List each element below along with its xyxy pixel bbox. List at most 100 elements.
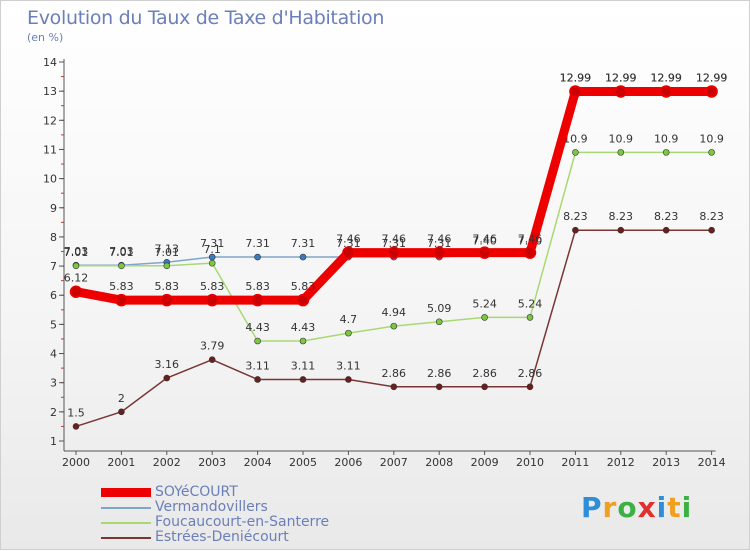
data-label: 7.03 (64, 245, 89, 258)
data-label: 5.24 (518, 297, 543, 310)
y-tick-label: 8 (50, 231, 57, 244)
logo-letter: i (656, 491, 668, 524)
data-label: 6.12 (64, 272, 89, 285)
x-tick-label: 2007 (380, 456, 408, 469)
data-point (72, 423, 80, 430)
data-label: 7.01 (64, 246, 89, 259)
data-label: 3.11 (291, 359, 316, 372)
data-point (526, 383, 534, 391)
data-label: 8.23 (699, 210, 724, 223)
data-point (163, 374, 171, 382)
data-label: 12.99 (605, 71, 637, 84)
data-label: 8.23 (609, 210, 634, 223)
data-point (617, 149, 625, 156)
data-label: 10.9 (699, 132, 724, 145)
data-label: 12.99 (560, 71, 592, 84)
data-point (345, 376, 352, 383)
y-tick-label: 1 (50, 435, 57, 448)
data-label: 4.43 (245, 321, 270, 334)
data-label: 7.01 (155, 246, 180, 259)
chart-title: Evolution du Taux de Taxe d'Habitation (27, 7, 385, 29)
data-point (254, 376, 261, 383)
x-tick-label: 2008 (425, 456, 453, 469)
data-label: 10.9 (654, 132, 679, 145)
x-tick-label: 2002 (153, 456, 181, 469)
data-point (163, 262, 171, 270)
data-label: 8.23 (563, 210, 588, 223)
data-point (208, 259, 216, 267)
data-label: 2 (118, 392, 125, 405)
legend-swatch (101, 506, 151, 509)
data-label: 12.99 (696, 71, 728, 84)
data-point (572, 226, 579, 234)
data-point (299, 337, 307, 345)
data-point (160, 293, 174, 307)
y-tick-label: 4 (50, 348, 57, 361)
data-point (115, 293, 128, 307)
data-label: 3.16 (155, 358, 180, 371)
data-point (72, 262, 80, 270)
data-label: 12.99 (696, 71, 728, 84)
data-label: 7.31 (200, 237, 225, 250)
data-label: 4.94 (382, 306, 407, 319)
logo-letter: x (637, 491, 657, 524)
data-point (435, 318, 443, 326)
data-point (523, 246, 537, 259)
y-tick-label: 13 (43, 85, 57, 98)
x-tick-label: 2000 (62, 456, 90, 469)
data-label: 7.46 (472, 233, 497, 246)
data-point (390, 383, 398, 391)
x-tick-label: 2012 (607, 456, 635, 469)
data-point (296, 293, 310, 307)
data-label: 2.86 (427, 367, 452, 380)
data-point (662, 149, 670, 156)
data-label: 12.99 (650, 71, 682, 84)
data-point (662, 226, 670, 234)
data-point (345, 329, 352, 337)
data-point (481, 383, 488, 391)
data-label: 7.1 (203, 243, 221, 256)
data-label: 2.86 (472, 367, 497, 380)
data-label: 7.46 (518, 233, 543, 246)
data-label: 7.46 (427, 233, 452, 246)
legend-swatch (101, 488, 151, 497)
data-point (481, 314, 488, 321)
data-label: 7.31 (427, 237, 452, 250)
x-tick-label: 2013 (652, 456, 680, 469)
data-label: 7.31 (291, 237, 316, 250)
data-label: 7.31 (245, 237, 270, 250)
data-label: 7.46 (336, 233, 361, 246)
x-tick-label: 2010 (516, 456, 544, 469)
data-label: 5.83 (155, 280, 180, 293)
chart-subtitle: (en %) (27, 31, 64, 44)
data-point (617, 226, 625, 234)
x-tick-label: 2003 (198, 456, 226, 469)
x-tick-label: 2014 (698, 456, 726, 469)
data-point (251, 293, 264, 307)
data-point (569, 85, 582, 98)
legend-label: Foucaucourt-en-Santerre (155, 514, 330, 530)
data-point (208, 356, 216, 363)
legend-label: Estrées-Deniécourt (155, 529, 289, 545)
legend-swatch (101, 521, 151, 524)
data-label: 7.31 (336, 237, 361, 250)
data-label: 7.46 (382, 233, 407, 246)
data-label: 2.86 (518, 367, 543, 380)
logo-letter: P (581, 491, 603, 524)
series-line (71, 86, 717, 305)
logo-letter: r (602, 491, 618, 524)
x-tick-label: 2011 (561, 456, 589, 469)
legend-swatch (101, 536, 151, 539)
y-tick-label: 6 (50, 289, 57, 302)
data-label: 5.83 (291, 280, 316, 293)
data-label: 5.83 (200, 280, 225, 293)
y-tick-label: 12 (43, 114, 57, 127)
data-label: 5.83 (109, 280, 134, 293)
data-point (572, 149, 579, 156)
y-tick-label: 11 (43, 143, 57, 156)
x-tick-label: 2001 (107, 456, 135, 469)
data-point (478, 246, 491, 259)
x-tick-label: 2004 (244, 456, 272, 469)
data-label: 5.83 (245, 280, 270, 293)
